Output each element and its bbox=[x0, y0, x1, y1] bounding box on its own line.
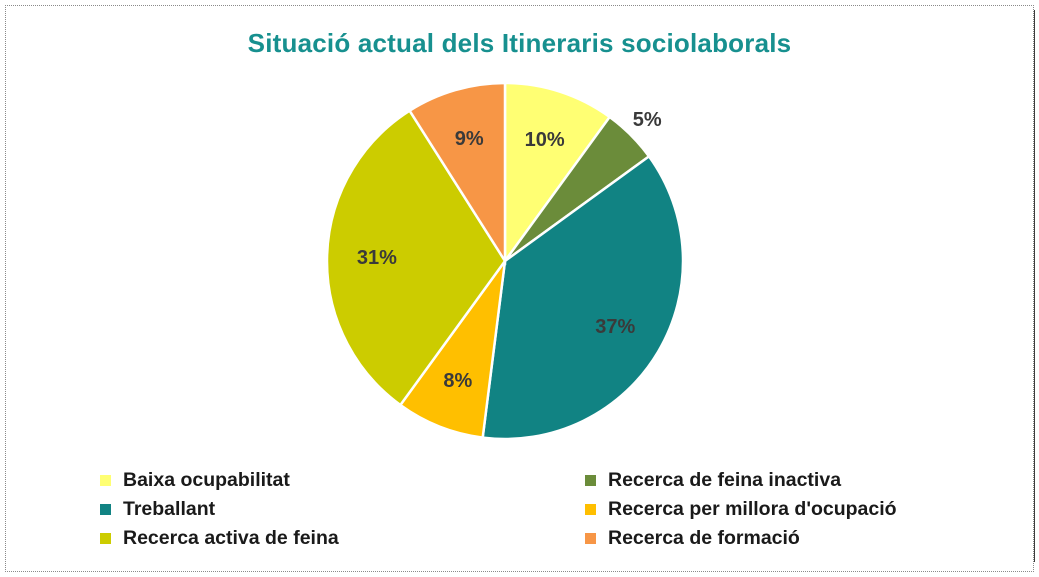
chart-title: Situació actual dels Itineraris sociolab… bbox=[247, 28, 792, 58]
pie-label: 8% bbox=[443, 370, 472, 392]
pie-label: 31% bbox=[357, 247, 397, 269]
pie-label: 10% bbox=[525, 129, 565, 151]
pie-label: 5% bbox=[633, 109, 662, 131]
pie-slice-recerca-per-millora-d-ocupaci- bbox=[398, 260, 507, 439]
pie-slice-recerca-de-formaci- bbox=[407, 81, 507, 266]
pie-label: 9% bbox=[455, 128, 484, 150]
frame-edge bbox=[1034, 10, 1035, 562]
pie-slice-recerca-activa-de-feina bbox=[325, 108, 507, 407]
pie-slice-baixa-ocupabilitat bbox=[503, 81, 612, 265]
pie-label: 37% bbox=[595, 316, 635, 338]
pie-slice-treballant bbox=[481, 154, 685, 441]
